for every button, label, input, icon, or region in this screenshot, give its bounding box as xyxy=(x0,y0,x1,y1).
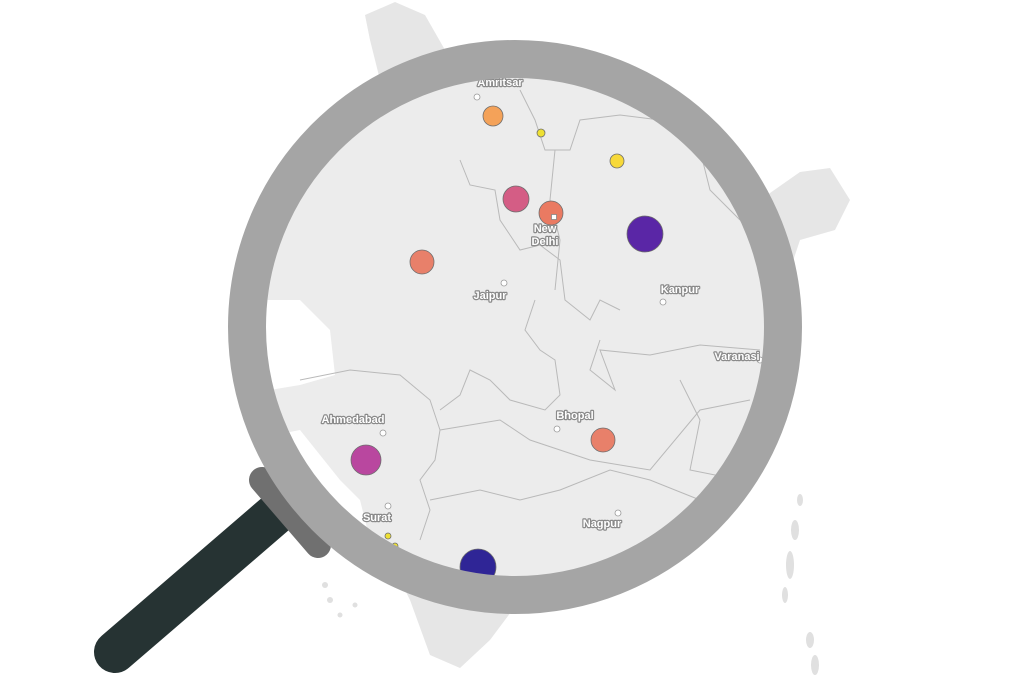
andaman-islands xyxy=(782,494,819,675)
magnifier-ring xyxy=(228,40,802,614)
data-bubble[interactable] xyxy=(538,200,564,226)
city-label: Kanpur xyxy=(661,284,700,296)
data-bubble[interactable] xyxy=(350,444,382,476)
city-label: New xyxy=(534,223,557,235)
data-bubble[interactable] xyxy=(626,215,664,253)
city-label: Surat xyxy=(363,512,391,524)
city-dot xyxy=(551,214,557,220)
city-label: Delhi xyxy=(532,236,559,248)
magnifier-collar xyxy=(249,467,331,558)
city-dot xyxy=(500,279,508,287)
city-dot xyxy=(379,429,387,437)
magnifier-handle xyxy=(94,489,301,673)
data-bubble[interactable] xyxy=(502,185,530,213)
data-bubble[interactable] xyxy=(590,427,616,453)
data-bubble[interactable] xyxy=(482,105,504,127)
city-dot xyxy=(553,425,561,433)
city-label: Varanasi xyxy=(714,351,759,363)
city-label: Jaipur xyxy=(473,290,507,302)
city-label: Amritsar xyxy=(477,77,523,89)
data-bubble[interactable] xyxy=(609,153,625,169)
city-dot xyxy=(614,509,622,517)
state-borders xyxy=(299,89,761,541)
city-dot xyxy=(384,502,392,510)
city-dot xyxy=(659,298,667,306)
city-label: Nagpur xyxy=(583,518,622,530)
lakshadweep-islands xyxy=(322,582,358,618)
city-label: Bhopal xyxy=(556,410,593,422)
data-bubble[interactable] xyxy=(409,249,435,275)
city-label: Ahmedabad xyxy=(322,414,385,426)
city-dot xyxy=(473,93,481,101)
data-bubble[interactable] xyxy=(536,128,546,138)
data-bubble[interactable] xyxy=(384,532,392,540)
magnifying-glass-icon xyxy=(94,40,802,673)
